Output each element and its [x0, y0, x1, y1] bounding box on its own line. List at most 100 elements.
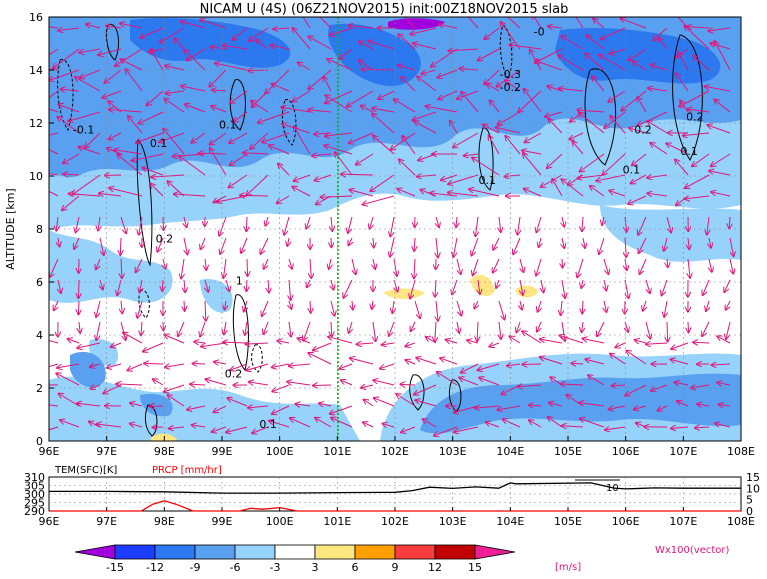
- contour-label: 0.1: [680, 145, 698, 158]
- wind-vector: [78, 280, 79, 298]
- prcp-legend-label: PRCP [mm/hr]: [152, 465, 222, 476]
- x-tick-label: 102E: [381, 445, 409, 458]
- colorbar-swatch: [75, 545, 115, 559]
- x-tick-label: 105E: [554, 445, 582, 458]
- colorbar-swatch: [195, 545, 235, 559]
- contour-label: 0.2: [156, 232, 174, 245]
- colorbar-swatch: [155, 545, 195, 559]
- y-axis-label: ALTITUDE [km]: [4, 188, 17, 269]
- x-tick-label: 107E: [669, 445, 697, 458]
- y-tick-label: 6: [36, 276, 43, 289]
- y-tick-label: 0: [36, 435, 43, 448]
- colorbar-swatch: [475, 545, 515, 559]
- x-tick-label: 103E: [439, 445, 467, 458]
- y-tick-label: 2: [36, 382, 43, 395]
- y-tick-label: 12: [29, 117, 43, 130]
- contour-label: 0.1: [479, 174, 497, 187]
- surface-x-tick-label: 97E: [96, 515, 117, 528]
- wind-vector: [246, 217, 247, 231]
- surface-x-tick-label: 98E: [154, 515, 175, 528]
- y-tick-label: 10: [29, 170, 43, 183]
- wind-vector: [522, 364, 541, 365]
- surface-right-y-tick-label: 0: [746, 505, 753, 518]
- wind-vector: [247, 259, 248, 276]
- shading-layer: -0.1 0.1 0.2 0.1 0.2 0.1 -0.3-0.2 0.2 0.1 0.1 0.2 0…: [29, 5, 741, 441]
- wind-vector: [184, 301, 185, 311]
- y-tick-label: 8: [36, 223, 43, 236]
- temp-legend-label: TEM(SFC)[K]: [54, 465, 117, 476]
- wind-vector: [667, 322, 668, 341]
- colorbar-tick-label: 12: [428, 561, 442, 574]
- x-tick-label: 98E: [154, 445, 175, 458]
- contour-label: 0.1: [150, 137, 168, 150]
- colorbar-tick-label: -6: [230, 561, 241, 574]
- colorbar-swatch: [115, 545, 155, 559]
- wind-vector: [163, 217, 164, 230]
- contour-label: -0.2: [500, 81, 521, 94]
- contour-label: -0: [534, 26, 545, 39]
- surface-x-tick-label: 107E: [669, 515, 697, 528]
- colorbar-tick-label: -3: [270, 561, 281, 574]
- contour-label: 0.1: [219, 118, 237, 131]
- x-tick-label: 99E: [212, 445, 233, 458]
- colorbar-swatch: [395, 545, 435, 559]
- x-tick-label: 108E: [727, 445, 755, 458]
- surface-x-tick-label: 104E: [496, 515, 524, 528]
- colorbar-swatch: [435, 545, 475, 559]
- colorbar-tick-label: 9: [392, 561, 399, 574]
- colorbar-tick-label: 3: [312, 561, 319, 574]
- contour-label: 0.1: [259, 418, 277, 431]
- wind-vector: [240, 195, 268, 196]
- colorbar-swatch: [235, 545, 275, 559]
- wind-vector: [144, 363, 163, 364]
- colorbar: -15 -12 -9 -6 -3 3 6 9 12 15: [75, 545, 515, 574]
- x-tick-label: 104E: [496, 445, 524, 458]
- colorbar-tick-label: 15: [468, 561, 482, 574]
- contour-label: 0.2: [634, 124, 652, 137]
- wind-vector: [571, 363, 583, 364]
- wind-vector: [120, 238, 121, 255]
- surface-x-tick-label: 103E: [439, 515, 467, 528]
- x-tick-label: 101E: [323, 445, 351, 458]
- contour-label: 0.2: [686, 110, 704, 123]
- surface-x-tick-label: 102E: [381, 515, 409, 528]
- surface-x-tick-label: 101E: [323, 515, 351, 528]
- colorbar-tick-label: -12: [146, 561, 164, 574]
- surface-x-tick-label: 99E: [212, 515, 233, 528]
- wind-vector: [688, 322, 689, 332]
- surface-left-y-tick-label: 290: [24, 505, 45, 518]
- vector-scale-label: Wx100(vector): [655, 545, 730, 556]
- colorbar-tick-label: -9: [190, 561, 201, 574]
- wind-vector: [562, 259, 563, 268]
- colorbar-swatch: [275, 545, 315, 559]
- surface-x-tick-label: 106E: [612, 515, 640, 528]
- colorbar-unit: [m/s]: [555, 562, 581, 573]
- contour-label: -0.1: [73, 124, 94, 137]
- surface-x-tick-label: 100E: [266, 515, 294, 528]
- colorbar-tick-label: 6: [352, 561, 359, 574]
- chart-title: NICAM U (4S) (06Z21NOV2015) init:00Z18NO…: [200, 2, 569, 17]
- x-tick-label: 97E: [96, 445, 117, 458]
- y-tick-label: 16: [29, 11, 43, 24]
- colorbar-swatch: [355, 545, 395, 559]
- colorbar-tick-label: -15: [106, 561, 124, 574]
- y-tick-label: 14: [29, 64, 43, 77]
- contour-label: 1: [236, 275, 243, 288]
- x-tick-label: 100E: [266, 445, 294, 458]
- colorbar-swatch: [315, 545, 355, 559]
- wind-vector: [78, 301, 79, 314]
- wind-vector: [400, 384, 415, 385]
- contour-label: -0.3: [500, 68, 521, 81]
- contour-label: 0.1: [623, 163, 641, 176]
- wind-vector: [246, 280, 247, 291]
- surface-annotation: 10: [606, 483, 619, 494]
- main-plot: -0.1 0.1 0.2 0.1 0.2 0.1 -0.3-0.2 0.2 0.1 0.1 0.2 0…: [4, 5, 755, 458]
- y-tick-label: 4: [36, 329, 43, 342]
- x-tick-label: 106E: [612, 445, 640, 458]
- contour-label: 0.2: [225, 367, 243, 380]
